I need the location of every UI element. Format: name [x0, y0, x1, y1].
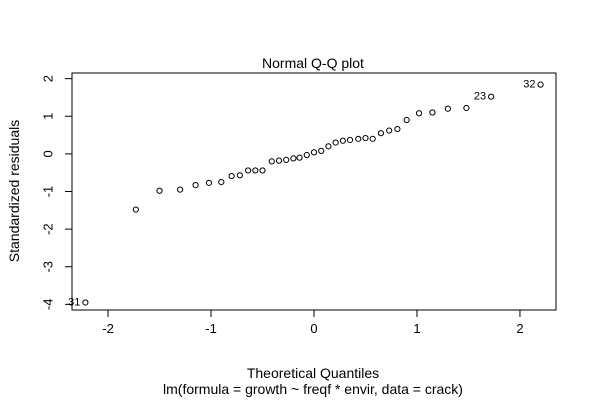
qq-point [488, 93, 495, 100]
x-tick-label: -1 [205, 321, 217, 336]
qq-point [82, 299, 89, 306]
qq-point [332, 139, 339, 146]
qq-point [218, 178, 225, 186]
qq-point [252, 167, 259, 174]
qq-point [346, 136, 354, 144]
qq-point [403, 116, 410, 124]
qq-point [296, 154, 303, 161]
qq-point [268, 158, 275, 165]
qq-point [156, 187, 163, 194]
x-tick-label: 0 [310, 321, 317, 336]
qq-point [228, 172, 235, 180]
qq-point [303, 151, 310, 159]
qq-point [205, 179, 213, 186]
qq-point [429, 109, 436, 116]
chart-title: Normal Q-Q plot [262, 55, 364, 71]
x-tick-label: -2 [102, 321, 114, 336]
qq-point [444, 105, 451, 112]
y-tick-label: -3 [41, 261, 56, 273]
point-label-32: 32 [523, 79, 535, 91]
qq-point [259, 167, 266, 174]
plot-frame [71, 72, 557, 311]
qq-point [386, 127, 393, 134]
y-tick-label: 1 [41, 113, 56, 120]
qq-point [369, 135, 376, 142]
qq-point [362, 134, 369, 142]
x-axis-label: Theoretical Quantiles [247, 365, 379, 381]
y-tick-label: -1 [41, 186, 56, 198]
y-tick-label: 2 [41, 75, 56, 82]
y-tick-label: 0 [41, 150, 56, 157]
qq-point [339, 137, 346, 144]
y-tick-label: -2 [41, 223, 56, 235]
qq-point [355, 135, 362, 142]
qq-point [192, 182, 199, 189]
qq-point [177, 186, 184, 193]
qq-point [283, 156, 290, 163]
qq-point [310, 149, 318, 156]
point-label-31: 31 [68, 296, 80, 308]
qq-point [318, 147, 325, 154]
y-axis-label: Standardized residuals [6, 120, 22, 262]
x-axis: -2 -1 0 1 2 [102, 310, 524, 336]
qq-point [290, 155, 297, 162]
qq-point [537, 81, 544, 88]
chart-subtitle: lm(formula = growth ~ freqf * envir, dat… [163, 381, 463, 397]
qq-point [244, 167, 252, 174]
qq-point [275, 157, 283, 164]
qq-point [394, 125, 401, 133]
qq-point [463, 104, 470, 112]
qq-point [325, 143, 332, 150]
qq-point [236, 172, 243, 179]
data-points [82, 81, 544, 306]
y-axis: -4 -3 -2 -1 0 1 2 [41, 75, 72, 311]
y-tick-label: -4 [41, 299, 56, 311]
x-tick-label: 2 [516, 321, 523, 336]
qq-point [132, 206, 139, 213]
qq-point [415, 110, 423, 117]
point-labels: 31 23 32 [68, 79, 535, 309]
point-label-23: 23 [474, 91, 486, 103]
qq-point [377, 130, 385, 137]
x-tick-label: 1 [413, 321, 420, 336]
